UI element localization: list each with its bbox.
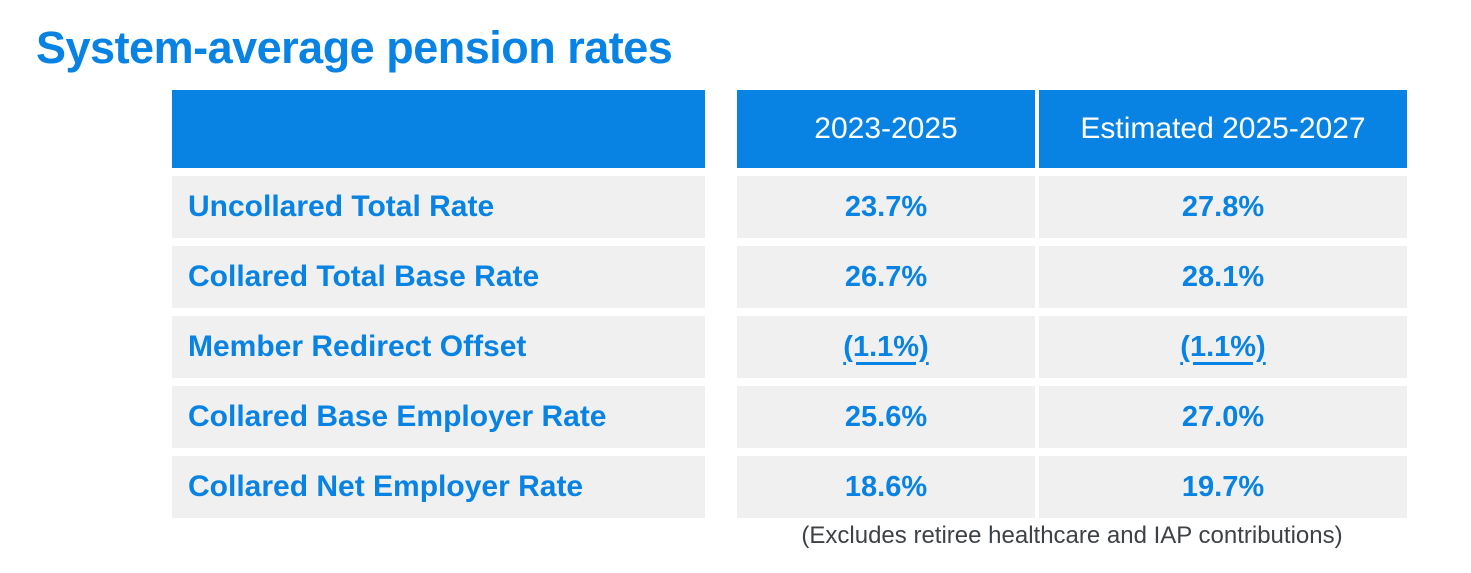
header-cell-estimated-2025-2027: Estimated 2025-2027 [1039, 90, 1407, 168]
value-uncollared-2023-2025: 23.7% [737, 176, 1035, 238]
header-cell-2023-2025: 2023-2025 [737, 90, 1035, 168]
value-net-employer-2025-2027: 19.7% [1039, 456, 1407, 518]
column-spacer [705, 90, 737, 168]
value-base-employer-2025-2027: 27.0% [1039, 386, 1407, 448]
underlined-value: (1.1%) [1180, 330, 1266, 363]
row-label-collared-total-base-rate: Collared Total Base Rate [172, 246, 705, 308]
value-uncollared-2025-2027: 27.8% [1039, 176, 1407, 238]
header-cell-label [172, 90, 705, 168]
column-spacer [705, 176, 737, 238]
column-spacer [705, 316, 737, 378]
value-redirect-offset-2023-2025: (1.1%) [737, 316, 1035, 378]
value-base-employer-2023-2025: 25.6% [737, 386, 1035, 448]
pension-rates-table: 2023-2025 Estimated 2025-2027 Uncollared… [172, 90, 1407, 518]
row-label-collared-base-employer-rate: Collared Base Employer Rate [172, 386, 705, 448]
row-label-collared-net-employer-rate: Collared Net Employer Rate [172, 456, 705, 518]
value-redirect-offset-2025-2027: (1.1%) [1039, 316, 1407, 378]
row-label-uncollared-total-rate: Uncollared Total Rate [172, 176, 705, 238]
value-collared-base-2023-2025: 26.7% [737, 246, 1035, 308]
table-footnote: (Excludes retiree healthcare and IAP con… [801, 522, 1343, 549]
value-collared-base-2025-2027: 28.1% [1039, 246, 1407, 308]
column-spacer [705, 386, 737, 448]
value-net-employer-2023-2025: 18.6% [737, 456, 1035, 518]
row-label-member-redirect-offset: Member Redirect Offset [172, 316, 705, 378]
page-title: System-average pension rates [36, 22, 673, 73]
underlined-value: (1.1%) [843, 330, 929, 363]
column-spacer [705, 246, 737, 308]
column-spacer [705, 456, 737, 518]
